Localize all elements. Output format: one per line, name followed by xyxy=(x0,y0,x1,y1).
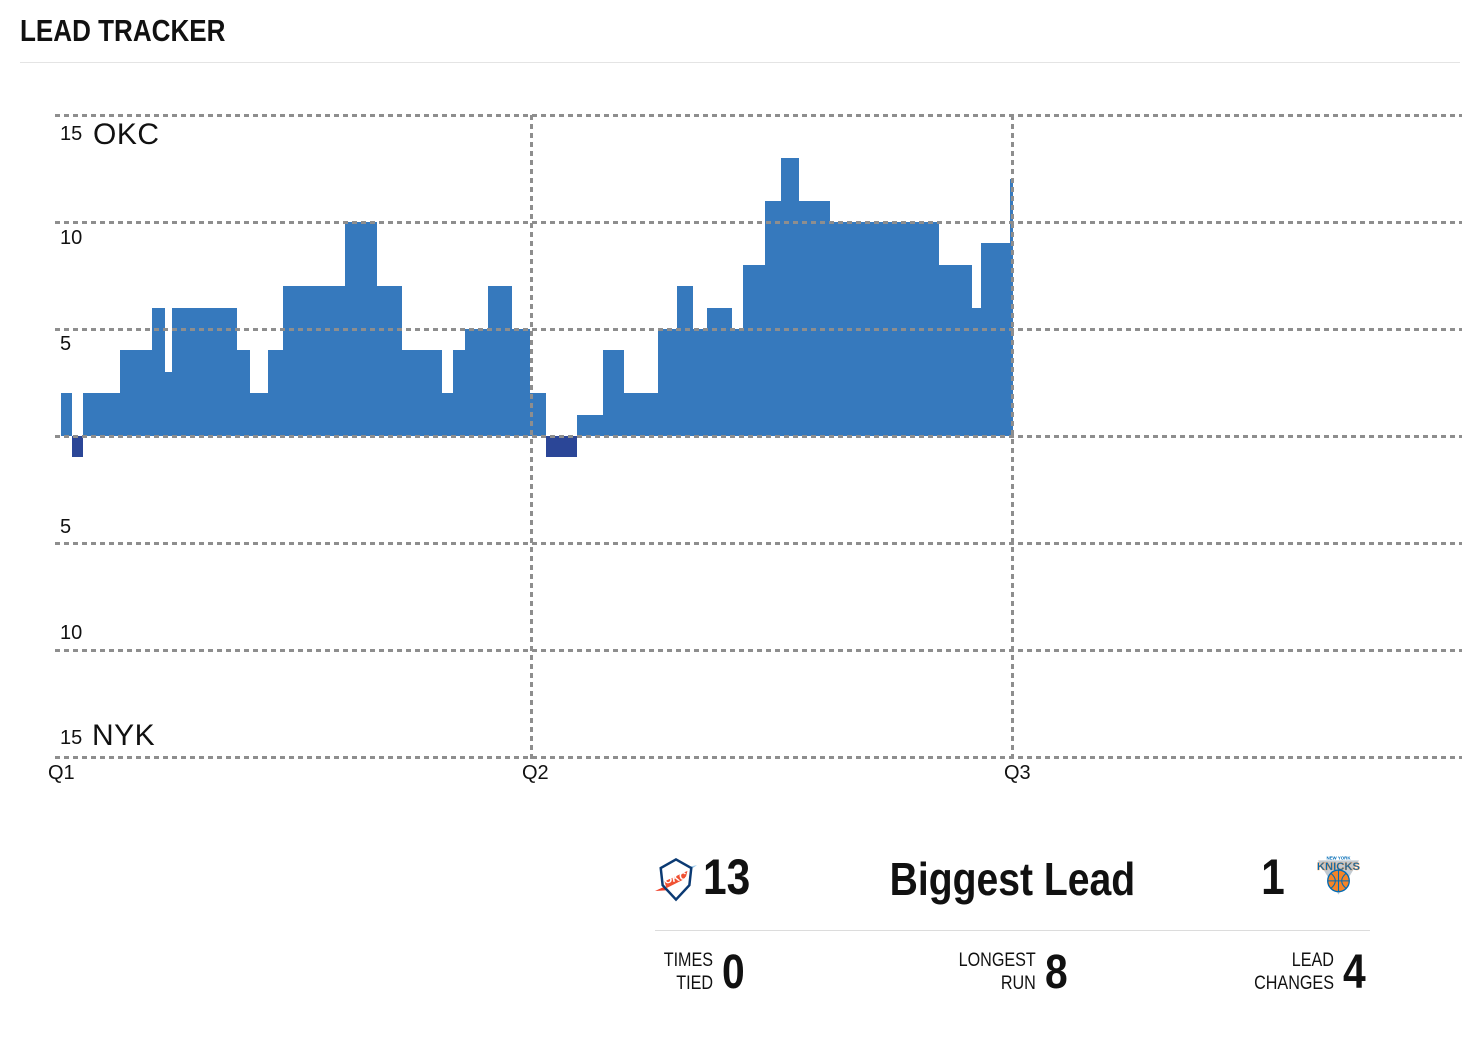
ny-knicks-logo-icon: NEW YORK KNICKS xyxy=(1317,855,1361,895)
lead-tracker-chart: 15 OKC 10 5 5 10 15 NYK Q1 Q2 Q3 xyxy=(48,113,1462,784)
stat-longest-run-label: LONGEST RUN xyxy=(959,950,1036,996)
team-label-nyk: NYK xyxy=(92,719,156,752)
gridline-y--15 xyxy=(55,755,1462,759)
lead-bar xyxy=(120,350,152,436)
lead-bar xyxy=(546,436,578,458)
stat-longest-run-value: 8 xyxy=(1044,946,1068,999)
gridline-y-10 xyxy=(55,220,1462,224)
biggest-lead-nyk-value: 1 xyxy=(1261,849,1285,905)
lead-bar xyxy=(165,371,172,436)
stat-lead-changes-label: LEAD CHANGES xyxy=(1254,950,1334,996)
biggest-lead-okc-value: 13 xyxy=(703,849,751,905)
gridline-y-5 xyxy=(55,327,1462,331)
stat-lead-changes: LEAD CHANGES 4 xyxy=(1240,942,1370,1004)
page-title: LEAD TRACKER xyxy=(20,13,226,48)
lead-bar xyxy=(732,329,743,436)
x-tick-q1: Q1 xyxy=(48,762,75,784)
lead-bar xyxy=(512,329,530,436)
stats-divider xyxy=(655,930,1370,931)
stat-times-tied: TIMES TIED 0 xyxy=(655,942,749,1004)
biggest-lead-title: Biggest Lead xyxy=(655,856,1370,902)
gridline-q3 xyxy=(1011,115,1014,760)
lead-bar xyxy=(981,243,1010,436)
lead-bar xyxy=(82,393,120,436)
lead-bar xyxy=(971,307,982,436)
lead-bar xyxy=(249,393,269,436)
lead-bar xyxy=(577,414,603,436)
nyk-logo-text: KNICKS xyxy=(1317,861,1361,873)
lead-bar xyxy=(781,157,800,436)
stat-times-tied-label: TIMES TIED xyxy=(664,950,713,996)
stats-row: TIMES TIED 0 LONGEST RUN 8 LEAD CHANGES … xyxy=(655,942,1370,1007)
lead-bar xyxy=(377,286,402,436)
y-tick-bottom-5: 5 xyxy=(60,516,72,538)
lead-bar xyxy=(742,264,765,436)
lead-bar xyxy=(401,350,442,436)
lead-bar xyxy=(692,329,707,436)
lead-bar xyxy=(488,286,513,436)
biggest-lead-row: OKC 13 Biggest Lead 1 NEW YORK KNICKS xyxy=(655,845,1370,915)
team-label-okc: OKC xyxy=(93,118,160,151)
lead-bar xyxy=(72,436,83,458)
stat-longest-run: LONGEST RUN 8 xyxy=(945,942,1072,1004)
lead-bar xyxy=(464,329,489,436)
gridline-y-0 xyxy=(55,434,1462,438)
lead-bar xyxy=(657,329,677,436)
lead-bar xyxy=(623,393,658,436)
lead-bar xyxy=(152,307,166,436)
lead-bar xyxy=(530,393,546,436)
stat-longest-run-label-line2: RUN xyxy=(1000,973,1036,994)
gridline-y--5 xyxy=(55,541,1462,545)
lead-bar xyxy=(799,200,830,436)
okc-logo-text: OKC xyxy=(663,870,689,887)
lead-bar xyxy=(938,264,972,436)
title-divider xyxy=(20,62,1460,63)
lead-bar xyxy=(282,286,345,436)
lead-bar xyxy=(237,350,250,436)
stat-times-tied-label-line1: TIMES xyxy=(663,950,714,972)
stat-lead-changes-value: 4 xyxy=(1343,946,1366,999)
lead-bar xyxy=(268,350,283,436)
y-tick-bottom-10: 10 xyxy=(60,622,83,644)
stat-lead-changes-label-line1: LEAD xyxy=(1292,950,1335,972)
lead-bar xyxy=(61,393,73,436)
lead-bar xyxy=(453,350,465,436)
x-tick-q3: Q3 xyxy=(1004,762,1031,784)
stat-lead-changes-label-line2: CHANGES xyxy=(1254,973,1335,994)
lead-bar xyxy=(764,200,782,436)
gridline-y--10 xyxy=(55,648,1462,652)
y-tick-top-10: 10 xyxy=(60,227,83,249)
gridline-y-15 xyxy=(55,113,1462,117)
stats-panel: OKC 13 Biggest Lead 1 NEW YORK KNICKS TI… xyxy=(655,845,1370,1025)
lead-bar xyxy=(603,350,624,436)
y-tick-bottom-15: 15 xyxy=(60,727,83,749)
stat-times-tied-value: 0 xyxy=(722,946,745,999)
lead-bar xyxy=(676,286,693,436)
stat-times-tied-label-line2: TIED xyxy=(676,973,714,994)
x-tick-q2: Q2 xyxy=(522,762,549,784)
y-tick-top-15: 15 xyxy=(60,123,83,145)
stat-longest-run-label-line1: LONGEST xyxy=(958,950,1036,972)
gridline-q2 xyxy=(530,115,533,760)
lead-bar xyxy=(441,393,453,436)
nyk-logo-top-text: NEW YORK xyxy=(1326,855,1351,860)
biggest-lead-title-text: Biggest Lead xyxy=(889,853,1136,905)
okc-thunder-logo-icon: OKC xyxy=(655,858,697,902)
y-tick-top-5: 5 xyxy=(60,333,72,355)
